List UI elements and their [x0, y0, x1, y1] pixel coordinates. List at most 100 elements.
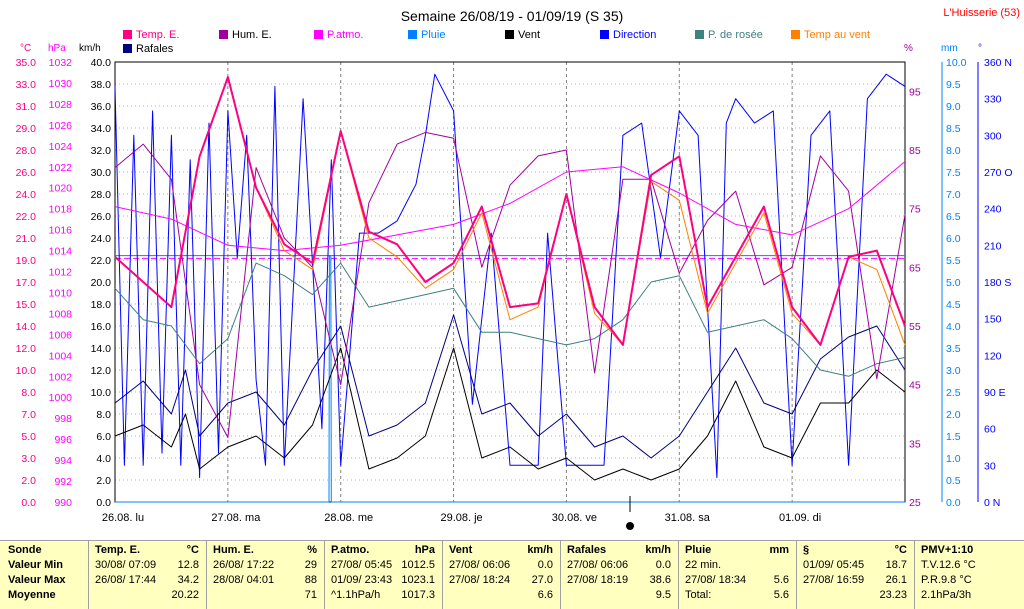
stats-vent-label: Vent: [449, 544, 473, 556]
tick-hpa-1: 1030: [49, 78, 73, 90]
series-line-pluie: [115, 255, 905, 503]
tick-hpa-8: 1016: [49, 225, 73, 237]
tick-deg-5: 210: [984, 240, 1002, 252]
tick-hpa-2: 1028: [49, 99, 73, 111]
tick-deg-1: 330: [984, 94, 1002, 106]
legend-swatch-2: [314, 30, 323, 39]
tick-hpa-5: 1022: [49, 162, 73, 174]
tick-hpa-16: 1000: [49, 392, 73, 404]
stats-s: § °C 01/09/ 05:45 18.7 27/08/ 16:59 26.1…: [796, 541, 915, 609]
legend-label-6: P. de rosée: [708, 29, 763, 41]
tick-c-17: 5.0: [21, 431, 36, 443]
tick-mm-14: 3.0: [946, 365, 961, 377]
row-label-max: Valeur Max: [8, 574, 66, 586]
series-line-direction: [114, 73, 906, 479]
tick-c-9: 19.0: [16, 255, 37, 267]
weather-chart: Semaine 26/08/19 - 01/09/19 (S 35) L'Hui…: [16, 7, 1020, 530]
stats-hum-max: 88: [304, 574, 317, 586]
tick-c-7: 22.0: [16, 211, 37, 223]
legend-swatch-1: [219, 30, 228, 39]
tick-hpa-12: 1008: [49, 308, 73, 320]
axis-unit-labels: °C hPa km/h % mm °: [20, 43, 982, 54]
chart-title: Semaine 26/08/19 - 01/09/19 (S 35): [401, 8, 624, 24]
tick-hpa-20: 992: [54, 476, 72, 488]
tick-mm-11: 4.5: [946, 299, 961, 311]
tick-kmh-20: 0.0: [96, 497, 111, 509]
tick-c-6: 24.0: [16, 189, 37, 201]
unit-kmh: km/h: [79, 43, 101, 54]
stats-patmo-max-date: 01/09/ 23:43: [331, 574, 393, 586]
tick-hpa-9: 1014: [49, 246, 73, 258]
tick-deg-12: 0 N: [984, 497, 1000, 509]
tick-mm-6: 7.0: [946, 189, 961, 201]
x-tick-0: 26.08. lu: [102, 512, 144, 524]
stats-patmo-label: P.atmo.: [331, 544, 370, 556]
tick-deg-7: 150: [984, 314, 1002, 326]
stats-temp-min: 12.8: [177, 559, 199, 571]
tick-deg-3: 270 O: [984, 167, 1013, 179]
stats-rafales-max: 38.6: [649, 574, 671, 586]
legend-label-5: Direction: [613, 29, 656, 41]
stats-patmo-trend: ^1.1hPa/h: [331, 589, 381, 601]
plot-frame: [114, 61, 906, 503]
tick-mm-12: 4.0: [946, 321, 961, 333]
stats-pmv-label: PMV+1:10: [921, 544, 974, 556]
stats-pluie-duration: 22 min.: [685, 559, 722, 571]
x-axis-labels: 26.08. lu 27.08. ma 28.08. me 29.08. je 30.0…: [102, 512, 821, 524]
x-tick-1: 27.08. ma: [211, 512, 261, 524]
tick-mm-0: 10.0: [946, 57, 967, 69]
tick-hpa-18: 996: [54, 434, 72, 446]
stats-vent: Vent km/h 27/08/ 06:06 0.0 27/08/ 18:24 …: [442, 541, 561, 609]
stats-hum-max-date: 28/08/ 04:01: [213, 574, 275, 586]
stats-temp-avg: 20.22: [171, 589, 199, 601]
tick-c-1: 33.0: [16, 79, 37, 91]
tick-hpa-13: 1006: [49, 329, 73, 341]
legend-label-3: Pluie: [421, 29, 445, 41]
tick-kmh-5: 30.0: [91, 167, 112, 179]
stats-s-label: §: [803, 544, 810, 556]
tick-mm-4: 8.0: [946, 145, 961, 157]
tick-kmh-9: 22.0: [91, 255, 112, 267]
tick-kmh-10: 20.0: [91, 277, 112, 289]
stats-pmv-tv: T.V.12.6 °C: [921, 559, 976, 571]
tick-deg-11: 30: [984, 460, 996, 472]
tick-c-10: 17.0: [16, 277, 37, 289]
legend-swatch-8: [123, 44, 132, 53]
legend-swatch-4: [505, 30, 514, 39]
tick-c-18: 3.0: [21, 453, 36, 465]
stats-vent-max-date: 27/08/ 18:24: [449, 574, 511, 586]
stats-pluie-total-label: Total:: [685, 589, 712, 601]
tick-c-20: 0.0: [21, 497, 36, 509]
tick-kmh-15: 10.0: [91, 387, 112, 399]
stats-patmo-min-date: 27/08/ 05:45: [331, 559, 393, 571]
tick-c-16: 7.0: [21, 409, 36, 421]
tick-deg-0: 360 N: [984, 57, 1012, 69]
stats-hum-unit: %: [307, 544, 317, 556]
tick-mm-3: 8.5: [946, 123, 961, 135]
tick-mm-19: 0.5: [946, 475, 961, 487]
tick-c-3: 29.0: [16, 123, 37, 135]
unit-deg: °: [978, 43, 982, 54]
tick-pct-5: 45: [909, 380, 921, 392]
tick-mm-17: 1.5: [946, 431, 961, 443]
stats-pmv-trend: 2.1hPa/3h: [921, 589, 972, 601]
tick-kmh-4: 32.0: [91, 145, 112, 157]
legend-label-4: Vent: [518, 29, 540, 41]
stats-s-avg: 23.23: [879, 589, 907, 601]
tick-deg-10: 60: [984, 424, 996, 436]
x-tick-4: 30.08. ve: [552, 512, 597, 524]
tick-deg-4: 240: [984, 204, 1002, 216]
stats-pluie: Pluie mm 22 min. 27/08/ 18:34 5.6 Total:…: [678, 541, 797, 609]
tick-kmh-8: 24.0: [91, 233, 112, 245]
stats-pluie-total: 5.6: [773, 589, 789, 601]
stats-rafales-min: 0.0: [655, 559, 671, 571]
moon-phase-icon: [626, 522, 634, 530]
tick-hpa-21: 990: [54, 497, 72, 509]
tick-mm-1: 9.5: [946, 79, 961, 91]
tick-deg-2: 300: [984, 130, 1002, 142]
stats-patmo-unit: hPa: [414, 544, 435, 556]
stats-hum-min-date: 26/08/ 17:22: [213, 559, 275, 571]
stats-temp: Temp. E. °C 30/08/ 07:09 12.8 26/08/ 17:…: [88, 541, 207, 609]
stats-row-labels: Sonde Valeur Min Valeur Max Moyenne: [0, 541, 88, 609]
stats-hum-min: 29: [304, 559, 317, 571]
